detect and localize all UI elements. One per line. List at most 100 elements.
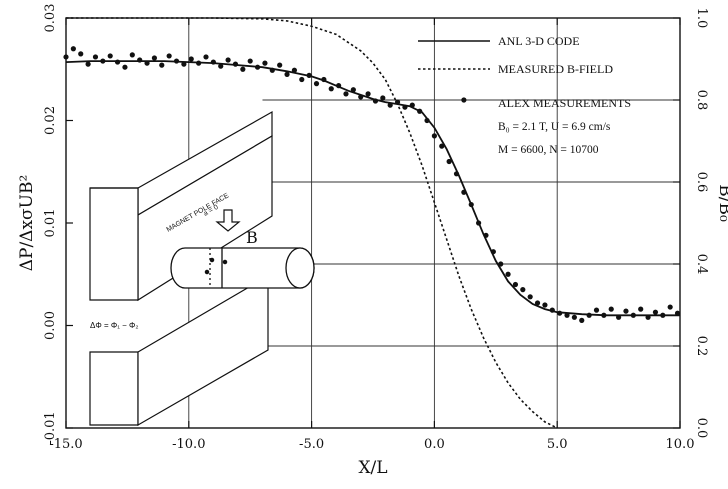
- y-axis-title: ΔP/ΔxσUB²: [17, 175, 37, 272]
- field-arrow-icon: [215, 209, 241, 232]
- data-point-alex: [674, 310, 681, 316]
- data-point-alex: [608, 306, 614, 312]
- x-tick-label: 5.0: [547, 437, 568, 452]
- data-point-alex: [667, 304, 673, 310]
- data-point-alex: [210, 59, 216, 65]
- data-point-alex: [601, 312, 607, 318]
- lower-magnet-front-face: [89, 351, 139, 426]
- field-arrow-label: B: [246, 228, 258, 247]
- data-point-alex: [593, 307, 600, 313]
- data-point-alex: [616, 314, 622, 320]
- data-point-alex: [144, 60, 150, 66]
- series-line-bfield: [66, 17, 558, 429]
- data-point-alex: [417, 108, 423, 114]
- data-point-alex: [129, 52, 135, 58]
- data-point-alex: [394, 99, 401, 105]
- data-point-alex: [240, 66, 246, 72]
- data-point-alex: [542, 302, 548, 308]
- data-point-alex: [387, 102, 393, 108]
- x-axis-title: X/L: [358, 458, 387, 478]
- y2-tick-label: 0.6: [694, 172, 709, 193]
- data-point-alex: [254, 64, 261, 70]
- lower-magnet-block: [89, 274, 269, 427]
- data-point-alex: [151, 55, 158, 61]
- data-point-alex: [461, 97, 467, 103]
- data-point-alex: [100, 58, 106, 64]
- data-point-alex: [92, 54, 99, 60]
- data-point-alex: [630, 312, 636, 318]
- annotation-mn: M = 6600, N = 10700: [498, 144, 599, 156]
- data-point-alex: [188, 56, 194, 62]
- data-point-alex: [159, 62, 165, 68]
- data-point-alex: [638, 306, 644, 312]
- x-tick-label: -5.0: [299, 437, 324, 452]
- y-tick-label: 0.03: [43, 4, 58, 33]
- inset-diagram: MAGNET POLE FACE a = 0 B ΔΦ = Φ₁ − Φ₂: [89, 110, 315, 427]
- data-point-alex: [571, 314, 577, 320]
- data-point-alex: [586, 312, 592, 318]
- upper-magnet-front-face: [89, 187, 139, 301]
- axes: -15.0 -10.0 -5.0 0.0 5.0 10.0 -0.01 0.00 0.01 0.0…: [17, 4, 728, 478]
- x-tick-label: 0.0: [424, 437, 445, 452]
- data-point-alex: [122, 64, 128, 70]
- data-point-alex: [262, 60, 268, 66]
- data-point-alex: [564, 312, 570, 318]
- data-point-alex: [512, 281, 519, 288]
- data-point-alex: [660, 312, 666, 318]
- data-point-alex: [365, 91, 371, 97]
- annotation-field-velocity: B₀ = 2.1 T, U = 6.9 cm/s: [498, 121, 611, 133]
- data-point-alex: [218, 63, 224, 69]
- y2-tick-label: 0.2: [694, 336, 709, 357]
- data-point-alex: [137, 57, 143, 63]
- data-point-alex: [70, 46, 76, 52]
- legend-label-bfield: MEASURED B-FIELD: [498, 62, 613, 76]
- data-point-alex: [232, 61, 239, 67]
- data-point-alex: [439, 143, 445, 149]
- duct-pipe: [170, 247, 315, 289]
- data-point-alex: [490, 249, 496, 255]
- y2-tick-label: 0.4: [694, 254, 709, 275]
- data-point-alex: [203, 54, 209, 60]
- data-point-alex: [453, 171, 460, 177]
- data-point-alex: [336, 83, 342, 89]
- data-point-alex: [107, 53, 113, 59]
- data-point-alex: [645, 314, 651, 320]
- data-point-alex: [328, 86, 334, 92]
- x-tick-label: -15.0: [49, 437, 82, 452]
- data-point-alex: [299, 76, 305, 83]
- x-tick-label: -10.0: [172, 437, 205, 452]
- data-point-alex: [358, 94, 364, 100]
- data-point-alex: [166, 53, 172, 59]
- data-point-alex: [380, 95, 386, 101]
- upper-magnet-block: [89, 110, 273, 302]
- data-point-alex: [343, 91, 349, 97]
- legend-label-alex: ALEX MEASUREMENTS: [498, 96, 631, 110]
- data-point-alex: [85, 61, 91, 67]
- data-point-alex: [549, 307, 555, 313]
- data-point-alex: [446, 158, 452, 165]
- data-point-alex: [476, 220, 482, 226]
- data-point-alex: [321, 76, 327, 83]
- pipe-end-cap: [285, 247, 315, 289]
- data-point-alex: [291, 67, 298, 73]
- data-point-alex: [173, 58, 180, 64]
- data-point-alex: [284, 71, 290, 77]
- data-point-alex: [527, 294, 533, 300]
- x-tick-label: 10.0: [666, 437, 695, 452]
- data-point-alex: [313, 81, 320, 87]
- data-point-alex: [225, 57, 231, 63]
- data-point-alex: [579, 317, 585, 323]
- dp-label: ΔΦ = Φ₁ − Φ₂: [90, 321, 139, 330]
- data-point-alex: [402, 104, 408, 110]
- data-point-alex: [196, 60, 202, 66]
- data-point-alex: [306, 72, 312, 78]
- data-point-alex: [520, 287, 526, 293]
- y2-tick-label: 1.0: [694, 8, 709, 29]
- series: [63, 17, 681, 429]
- data-point-alex: [247, 58, 253, 64]
- data-point-alex: [483, 232, 489, 238]
- data-point-alex: [269, 67, 275, 73]
- data-point-alex: [468, 201, 474, 208]
- data-point-alex: [431, 133, 437, 139]
